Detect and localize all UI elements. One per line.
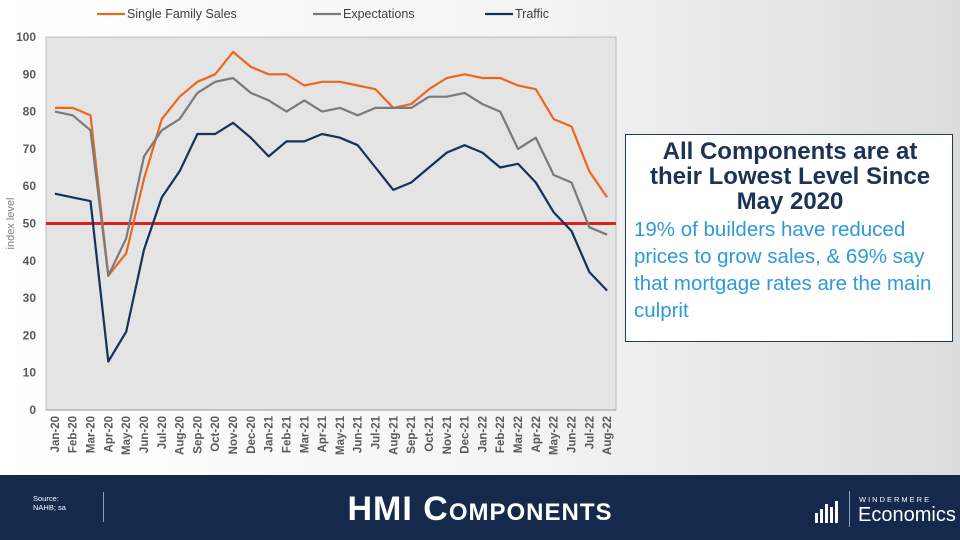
x-tick-label: Jul-22: [584, 416, 596, 449]
y-axis-label: index level: [5, 198, 17, 250]
x-tick-label: Feb-20: [68, 416, 80, 453]
x-tick-label: Jan-22: [477, 416, 489, 452]
y-tick-label: 0: [29, 403, 36, 417]
x-tick-label: Aug-21: [388, 415, 400, 455]
footer-bar: Source: NAHB; sa HMI Components WINDERME…: [0, 475, 960, 540]
x-tick-label: May-21: [335, 415, 347, 455]
series-line-expectations: [54, 76, 608, 277]
y-tick-label: 100: [16, 30, 36, 44]
x-tick-label: Mar-21: [299, 415, 311, 453]
source-divider: [103, 492, 104, 522]
y-tick-label: 30: [23, 291, 37, 305]
series-line-single-family-sales: [54, 50, 609, 277]
x-tick-label: Jun-20: [139, 416, 151, 453]
brand-subtitle: Economics: [858, 504, 956, 526]
y-tick-label: 70: [23, 142, 37, 156]
y-tick-label: 50: [23, 217, 37, 231]
x-tick-label: Sep-21: [406, 415, 418, 453]
source-note: Source: NAHB; sa: [33, 494, 103, 512]
x-tick-label: Oct-20: [210, 416, 222, 452]
x-tick-label: Feb-21: [281, 415, 293, 453]
callout-body: 19% of builders have reduced prices to g…: [634, 218, 932, 322]
x-tick-label: Feb-22: [495, 416, 507, 453]
callout-title: All Components are at their Lowest Level…: [649, 138, 931, 215]
legend-label: Expectations: [343, 7, 415, 21]
brand-name: WINDERMERE: [859, 495, 932, 504]
x-tick-label: Jan-20: [50, 416, 62, 452]
x-tick-label: May-22: [549, 416, 561, 455]
x-tick-label: Nov-20: [228, 416, 240, 454]
x-tick-label: May-20: [121, 416, 133, 455]
source-value: NAHB; sa: [33, 503, 66, 512]
x-tick-label: Jan-21: [264, 415, 276, 452]
x-tick-label: Apr-22: [531, 416, 543, 452]
x-tick-label: Nov-21: [442, 415, 454, 454]
y-tick-label: 40: [23, 254, 37, 268]
slide-title-text: HMI Components: [347, 490, 613, 528]
slide-title: HMI Components: [280, 489, 680, 529]
x-tick-label: Apr-20: [103, 416, 115, 452]
x-tick-label: Apr-21: [317, 415, 329, 452]
bar-chart-logo-icon: [815, 501, 838, 523]
brand-divider: [849, 491, 850, 527]
x-tick-label: Jul-20: [157, 416, 169, 449]
hmi-line-chart: 0 10 20 30 40 50 60 70 80 90 100 index level Jan-20 F…: [5, 7, 617, 455]
x-tick-label: Sep-20: [192, 416, 204, 454]
chart-area: 0 10 20 30 40 50 60 70 80 90 100 index level Jan-20 F…: [5, 7, 617, 455]
x-tick-label: Oct-21: [424, 415, 436, 451]
y-tick-label: 90: [23, 67, 37, 81]
x-tick-label: Aug-22: [602, 416, 614, 455]
x-tick-label: Mar-22: [513, 416, 525, 453]
x-tick-label: Mar-20: [86, 416, 98, 453]
legend-label: Single Family Sales: [127, 7, 237, 21]
y-tick-label: 60: [23, 179, 37, 193]
x-tick-label: Jul-21: [371, 415, 383, 449]
y-tick-label: 20: [23, 328, 37, 342]
y-tick-label: 80: [23, 105, 37, 119]
x-tick-label: Aug-20: [175, 416, 187, 455]
y-tick-label: 10: [23, 366, 37, 380]
source-label: Source:: [33, 494, 59, 503]
x-tick-label: Jun-21: [353, 415, 365, 453]
x-tick-label: Dec-21: [460, 415, 472, 453]
series-line-traffic: [54, 121, 608, 363]
x-tick-label: Jun-22: [566, 416, 578, 453]
callout-box: All Components are at their Lowest Level…: [625, 134, 953, 342]
legend-label: Traffic: [515, 7, 549, 21]
x-tick-label: Dec-20: [246, 416, 258, 454]
